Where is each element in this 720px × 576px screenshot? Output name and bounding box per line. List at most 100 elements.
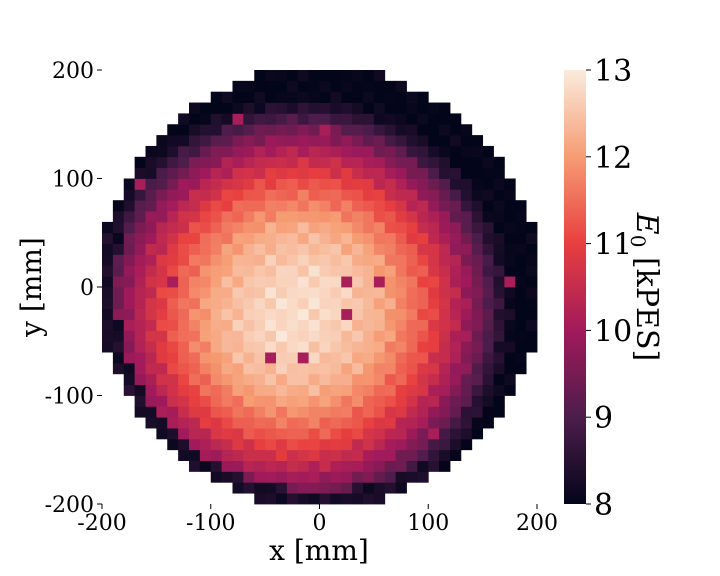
heatmap-cell [221,265,233,277]
heatmap-cell [221,211,233,223]
heatmap-cell [210,287,223,299]
heatmap-cell [134,384,146,396]
heatmap-cell [276,330,288,342]
heatmap-cell [232,482,244,494]
heatmap-cell [156,178,168,190]
heatmap-cell [286,178,299,190]
heatmap-cell [406,287,418,299]
heatmap-cell [406,232,418,244]
heatmap-cell [112,243,125,255]
heatmap-cell [352,221,364,234]
heatmap-cell [406,438,418,451]
heatmap-cell [178,145,190,158]
heatmap-cell [308,428,320,440]
heatmap-cell [308,276,320,288]
heatmap-cell [243,221,255,234]
heatmap-cell [265,319,277,331]
heatmap-cell [276,276,288,288]
heatmap-cell [428,102,440,114]
heatmap-cell [363,80,375,93]
heatmap-cell [308,449,320,461]
heatmap-cell [189,265,201,277]
heatmap-cell [221,406,233,418]
heatmap-cell [286,287,299,299]
heatmap-cell [134,330,146,342]
heatmap-cell [297,362,310,375]
heatmap-cell [210,167,223,179]
heatmap-cell [439,178,451,190]
heatmap-cell [286,135,299,147]
heatmap-cell [428,330,440,342]
heatmap-cell [504,308,516,320]
heatmap-cell [232,319,244,331]
heatmap-cell [493,341,505,353]
heatmap-cell [156,417,168,429]
heatmap-cell [243,297,255,310]
heatmap-cell [384,308,397,320]
heatmap-cell [319,221,331,234]
heatmap-cell [352,297,364,310]
heatmap-cell [373,102,386,114]
heatmap-cell [471,297,484,310]
heatmap-cell [341,167,353,179]
heatmap-cell [341,91,353,103]
heatmap-cell [254,319,266,331]
heatmap-cell [156,135,168,147]
heatmap-cell [493,167,505,179]
heatmap-cell [297,145,310,158]
heatmap-cell [352,287,364,299]
heatmap-cell [232,113,244,125]
heatmap-cell [243,189,255,201]
heatmap-cell [319,135,331,147]
heatmap-cell [167,428,179,440]
heatmap-cell [352,232,364,244]
heatmap-cell [254,297,266,310]
heatmap-cell [123,189,136,201]
heatmap-cell [330,406,342,418]
heatmap-cell [395,145,407,158]
heatmap-cell [210,124,223,136]
heatmap-cell [156,276,168,288]
heatmap-cell [341,200,353,212]
heatmap-cell [341,254,353,266]
heatmap-cell [341,232,353,244]
heatmap-cell [395,438,407,451]
heatmap-cell [221,124,233,136]
heatmap-cell [308,102,320,114]
heatmap-cell [471,417,484,429]
heatmap-cell [232,297,244,310]
heatmap-cell [341,135,353,147]
heatmap-cell [308,200,320,212]
heatmap-cell [178,297,190,310]
heatmap-cell [276,297,288,310]
heatmap-cell [515,243,527,255]
heatmap-cell [373,428,386,440]
heatmap-cell [363,330,375,342]
heatmap-cell [189,178,201,190]
heatmap-cell [439,200,451,212]
heatmap-cell [395,373,407,386]
heatmap-cell [167,221,179,234]
heatmap-cell [178,341,190,353]
heatmap-cell [330,330,342,342]
heatmap-cell [232,200,244,212]
heatmap-cell [417,449,429,461]
heatmap-cell [308,91,320,103]
heatmap-cell [210,449,223,461]
heatmap-cell [330,276,342,288]
heatmap-cell [384,265,397,277]
heatmap-cell [112,232,125,244]
heatmap-cell [286,471,299,483]
heatmap-cell [395,254,407,266]
heatmap-cell [493,287,505,299]
heatmap-cell [178,395,190,407]
heatmap-cell [450,373,462,386]
heatmap-cell [341,406,353,418]
heatmap-cell [189,373,201,386]
heatmap-cell [471,362,484,375]
heatmap-cell [265,287,277,299]
heatmap-cell [395,352,407,364]
x-tick-label: -200 [77,511,126,536]
heatmap-cell [199,395,212,407]
colorbar-label: E0 [kPES] [626,212,664,361]
